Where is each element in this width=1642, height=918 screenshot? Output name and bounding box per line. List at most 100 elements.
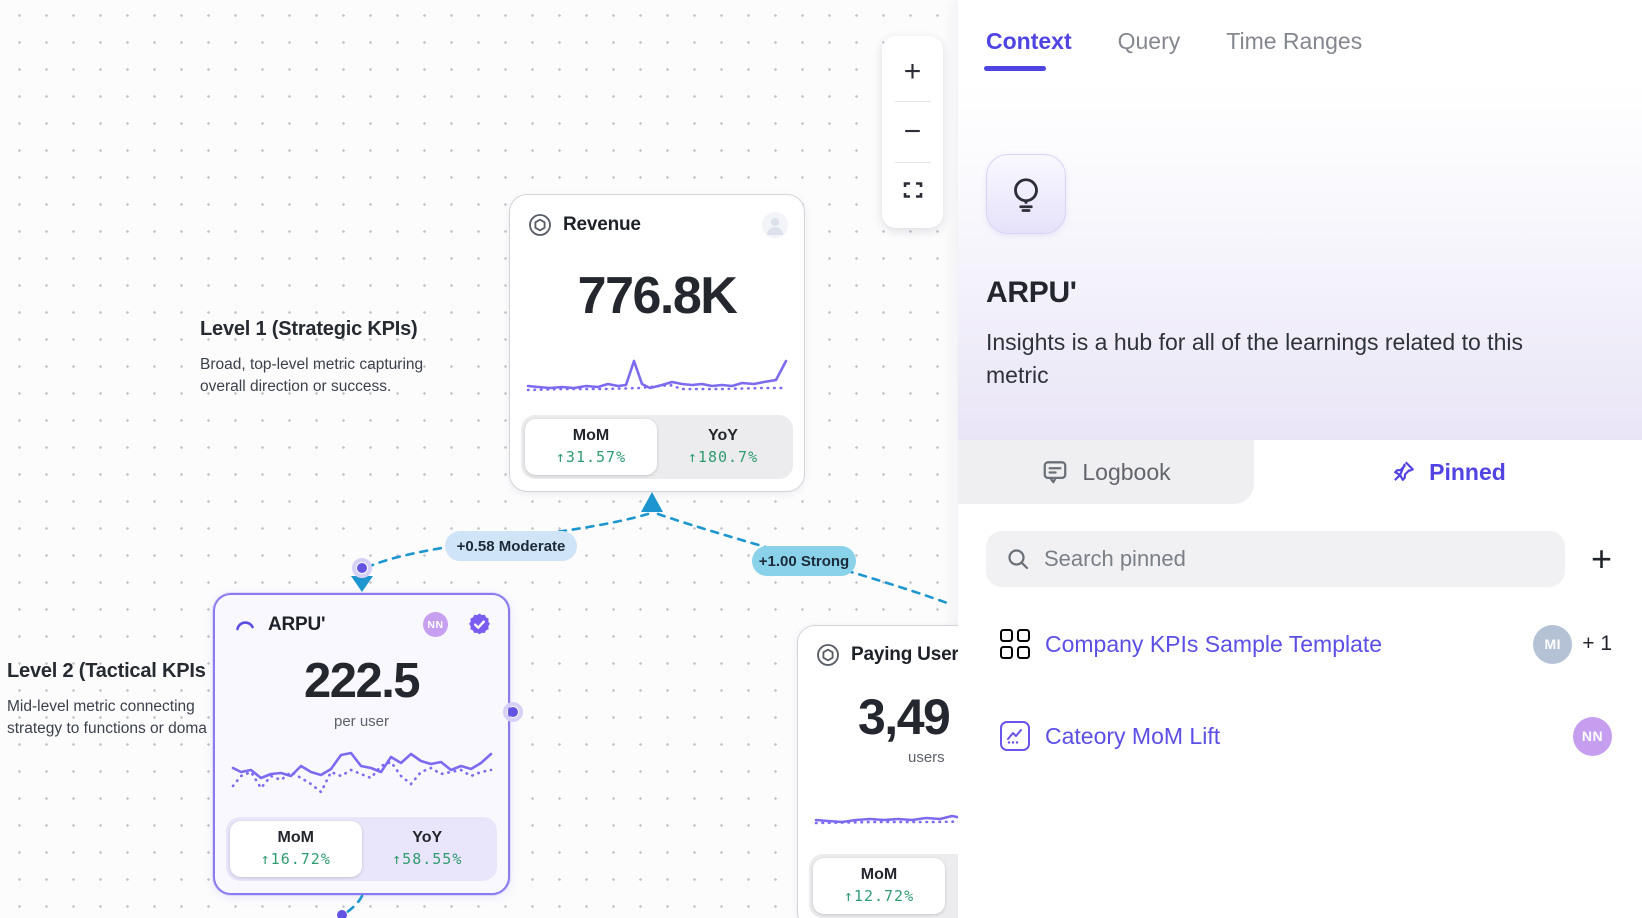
pushpin-icon [1394,461,1414,481]
tab-label: Query [1117,27,1181,54]
panel-subtabs: Logbook Pinned [958,440,1642,504]
arrowhead-down-icon [351,576,373,592]
zoom-out-button[interactable]: − [882,116,943,147]
stat-delta: ↑58.55% [392,850,463,868]
metric-title: ARPU' [986,276,1077,309]
tab-time-ranges[interactable]: Time Ranges [1226,4,1362,79]
pinned-item-chart[interactable]: Cateory MoM Lift NN [958,711,1642,761]
metric-unit: users [908,749,945,766]
pinned-item-meta: MI + 1 [1533,624,1612,664]
metric-value: 776.8K [577,267,738,325]
chart-icon [1000,721,1030,751]
search-box[interactable] [986,531,1565,587]
stat-toggle-group: MoM ↑16.72% YoY ↑58.55% [226,817,497,881]
stat-delta: ↑31.57% [555,448,627,466]
verified-badge-icon [467,612,492,637]
insight-tile [986,154,1066,234]
add-pinned-button[interactable]: + [1590,538,1612,579]
level-2-description: Mid-level metric connecting strategy to … [7,696,207,740]
stat-delta: ↑12.72% [843,887,915,905]
level-2-desc-line1: Mid-level metric connecting [7,698,195,715]
card-header: Revenue [510,195,804,238]
pinned-item-meta: NN [1573,716,1612,756]
edge-handle-dot [357,563,367,573]
stat-mom[interactable]: MoM ↑16.72% [230,821,362,877]
stat-yoy[interactable] [945,858,958,914]
stat-yoy[interactable]: YoY ↑58.55% [362,821,494,877]
fit-view-icon [903,182,922,199]
tab-query[interactable]: Query [1118,4,1181,79]
arrowhead-up-icon [641,492,663,512]
subtab-label: Logbook [1082,458,1171,485]
arc-metric-icon [233,613,257,637]
sparkline-chart [526,359,788,392]
subtab-logbook[interactable]: Logbook [958,440,1254,504]
edge-arpu-child [343,894,364,916]
stat-toggle-group: MoM ↑12.72% [809,854,958,918]
card-header: Paying Users' [798,626,958,667]
zoom-in-button[interactable]: + [882,56,943,87]
correlation-label-strong[interactable]: +1.00 Strong [752,546,856,576]
sparkline-chart [814,814,958,825]
lightbulb-icon [1014,178,1038,212]
owner-avatar-icon [762,212,788,238]
level-1-description: Broad, top-level metric capturing overal… [200,354,423,398]
subtab-label: Pinned [1429,458,1506,485]
stat-delta: ↑180.7% [687,448,759,466]
search-icon [1008,549,1029,570]
metric-card-arpu[interactable]: ARPU' NN 222.5 per user MoM ↑16.72% YoY … [213,593,510,895]
metric-hero: ARPU' Insights is a hub for all of the l… [958,82,1642,440]
level-1-desc-line1: Broad, top-level metric capturing [200,356,424,373]
stat-label: MoM [277,829,314,846]
canvas-zoom-toolbar: + − [882,36,943,228]
stat-delta: ↑16.72% [260,850,331,868]
edge-handle-dot [337,910,347,918]
avatar: MI [1533,624,1573,664]
card-title: Paying Users' [851,644,958,665]
metric-card-revenue[interactable]: Revenue 776.8K MoM ↑31.57% YoY ↑180.7% [509,194,805,492]
stat-label: MoM [860,866,898,883]
avatar: NN [1573,716,1612,756]
pinned-item-label: Company KPIs Sample Template [1045,630,1383,657]
active-tab-underline [984,65,1046,71]
level-2-annotation: Level 2 (Tactical KPIs Mid-level metric … [7,660,207,740]
stat-mom[interactable]: MoM ↑12.72% [813,858,945,914]
metric-value: 222.5 [303,654,421,708]
stat-toggle-group: MoM ↑31.57% YoY ↑180.7% [521,415,793,479]
tab-label: Context [986,27,1072,54]
card-header: ARPU' NN [215,595,508,637]
card-title: ARPU' [268,613,326,635]
level-2-desc-line2: strategy to functions or doma [7,720,207,737]
stat-label: YoY [708,427,738,444]
context-panel: Context Query Time Ranges ARPU' Insights… [958,0,1642,918]
divider [894,101,931,103]
metric-card-paying-users[interactable]: Paying Users' 3,49 users MoM ↑12.72% [797,625,958,918]
metric-tree-canvas: Level 1 (Strategic KPIs) Broad, top-leve… [0,0,958,918]
level-2-title: Level 2 (Tactical KPIs [7,660,206,682]
metric-value: 3,49 [858,689,951,745]
tab-context[interactable]: Context [984,4,1072,79]
card-title: Revenue [563,214,641,235]
level-1-annotation: Level 1 (Strategic KPIs) Broad, top-leve… [200,318,423,398]
metric-unit: per user [333,713,390,730]
metric-description: Insights is a hub for all of the learnin… [986,329,1523,388]
fit-view-button[interactable] [882,177,943,207]
template-grid-icon [1000,629,1030,659]
stat-yoy[interactable]: YoY ↑180.7% [657,419,789,475]
level-1-desc-line2: overall direction or success. [200,378,392,395]
pinned-list: Company KPIs Sample Template MI + 1 Cate… [958,619,1642,761]
stat-mom[interactable]: MoM ↑31.57% [525,419,657,475]
extra-count: + 1 [1582,632,1612,655]
level-1-title: Level 1 (Strategic KPIs) [200,318,418,340]
pinned-item-template[interactable]: Company KPIs Sample Template MI + 1 [958,619,1642,669]
pinned-search-row: + [958,531,1642,587]
search-pinned-input[interactable] [1044,546,1545,572]
correlation-label-moderate[interactable]: +0.58 Moderate [445,531,577,561]
panel-tabs: Context Query Time Ranges [958,0,1642,82]
tab-label: Time Ranges [1226,27,1363,54]
logbook-chat-icon [1044,461,1067,484]
metric-hexagon-icon [528,213,552,237]
pinned-item-label: Cateory MoM Lift [1045,722,1221,749]
subtab-pinned[interactable]: Pinned [1254,440,1642,504]
avatar: NN [423,612,448,637]
